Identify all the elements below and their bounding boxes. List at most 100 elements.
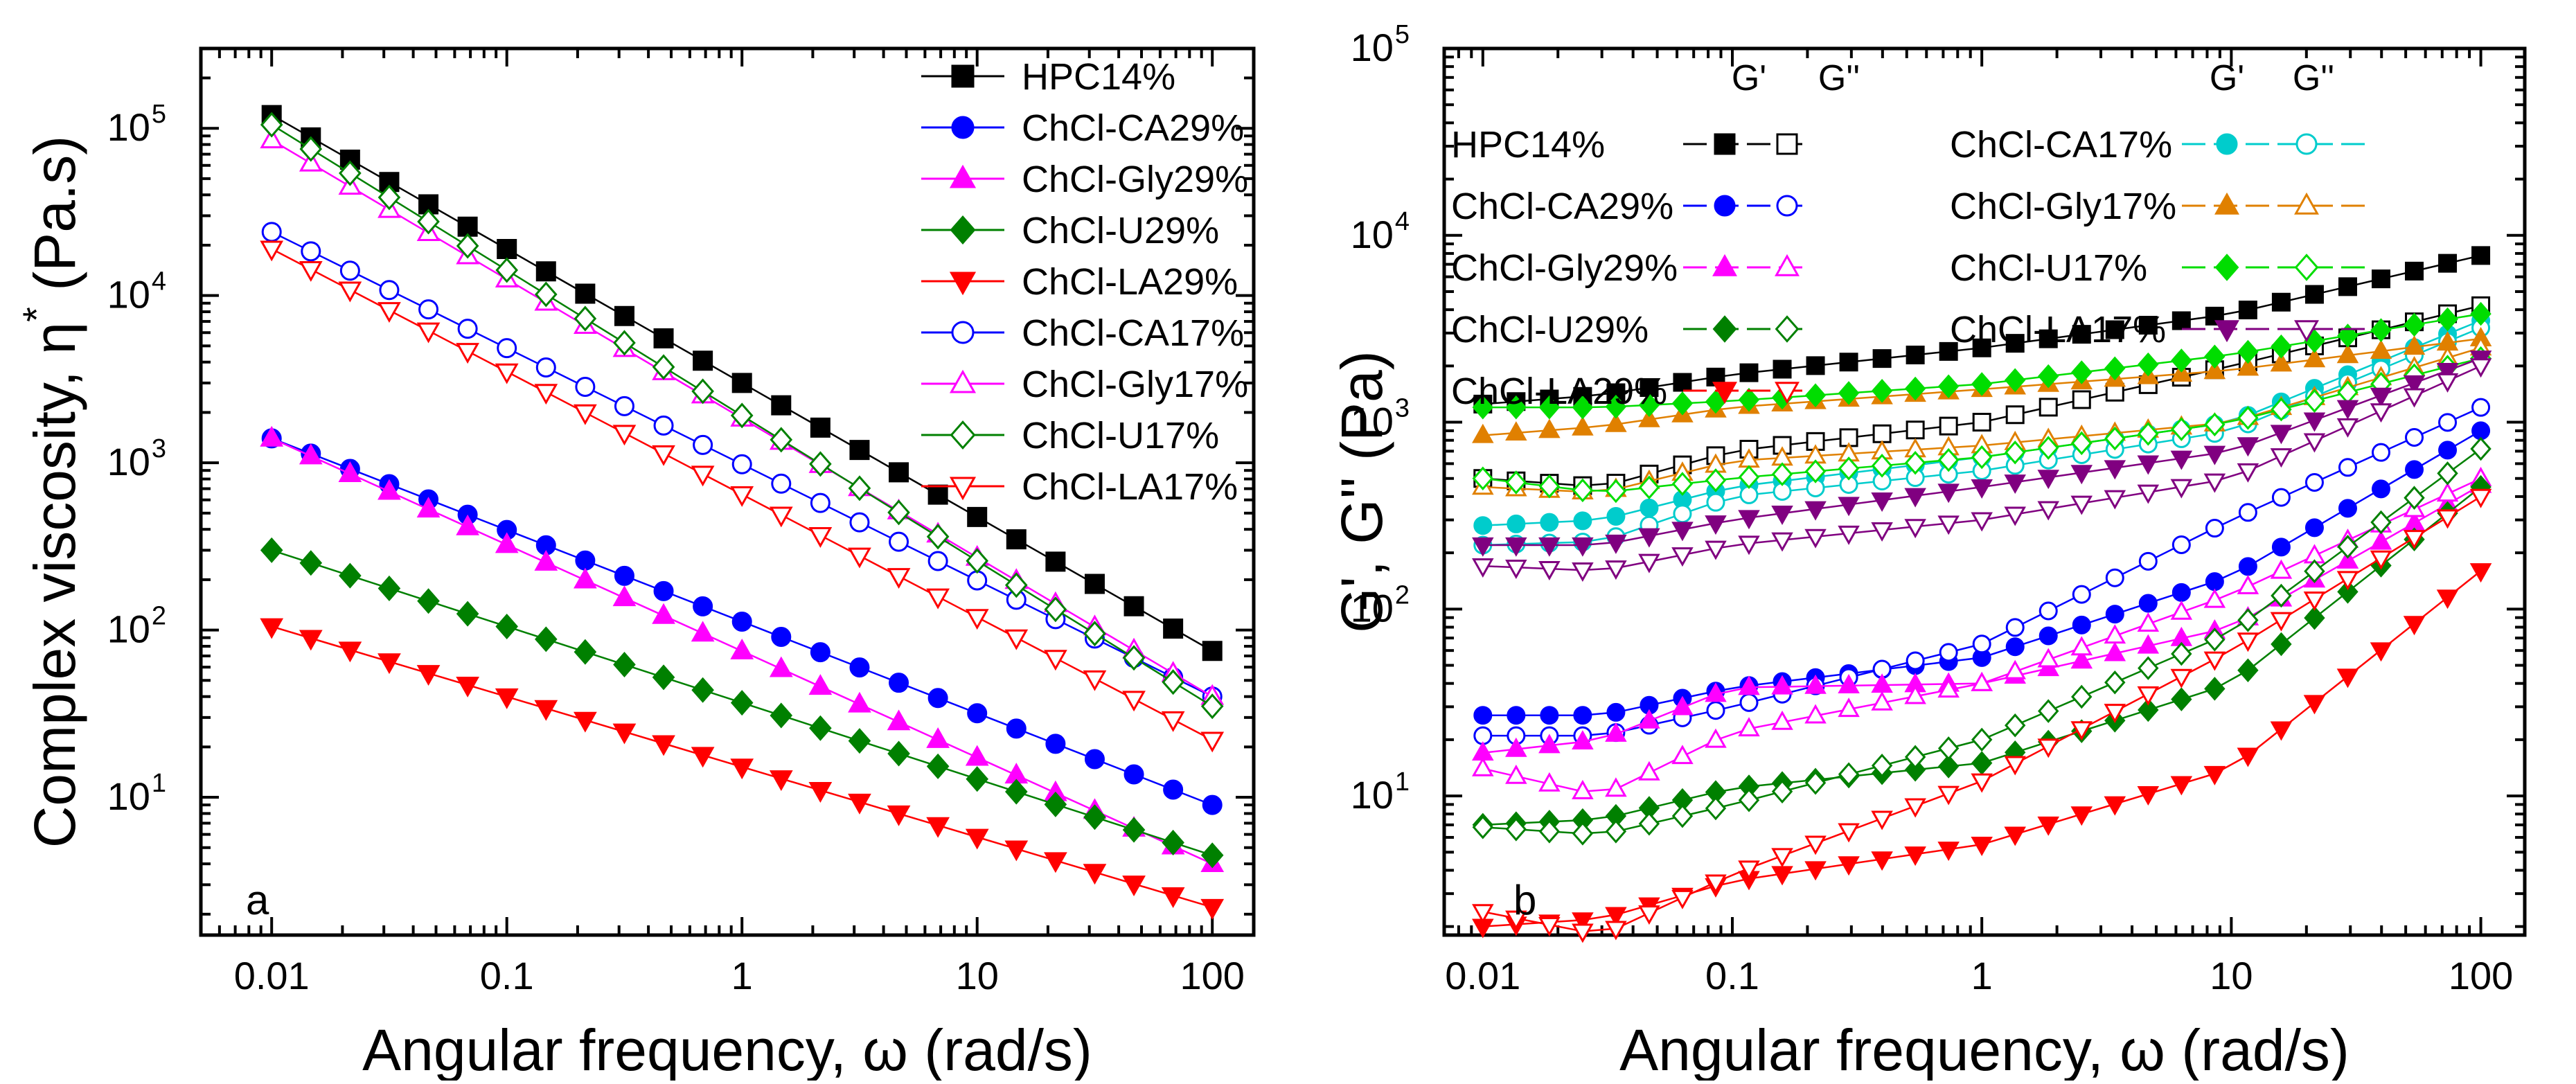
panel-b-point-chcl-la17-gp bbox=[2436, 362, 2459, 382]
panel-b-point-chcl-la17-gpp bbox=[2403, 388, 2426, 408]
panel-b-point-chcl-la29-gpp bbox=[1505, 910, 1527, 930]
panel-a-point-chcl-la17 bbox=[612, 425, 637, 446]
panel-b-point-hpc14-gp bbox=[1839, 353, 1858, 372]
panel-b-point-chcl-la29-gpp bbox=[1705, 874, 1727, 894]
panel-b-point-chcl-gly17-gp bbox=[2370, 339, 2392, 359]
panel-a-point-chcl-u29 bbox=[730, 690, 754, 716]
panel-a-point-chcl-u29 bbox=[770, 702, 793, 729]
panel-b-point-chcl-gly29-gp bbox=[2104, 641, 2126, 661]
panel-b-point-chcl-u29-gpp bbox=[1838, 762, 1860, 787]
panel-b-point-chcl-u29-gp bbox=[2304, 605, 2325, 630]
panel-a-annotation: a bbox=[246, 877, 269, 923]
panel-b-point-chcl-la29-gpp bbox=[1638, 905, 1660, 925]
panel-a-point-chcl-la17 bbox=[534, 384, 558, 405]
panel-b-point-chcl-la29-gp bbox=[1971, 837, 1993, 856]
panel-a-point-chcl-u17 bbox=[730, 402, 754, 429]
panel-a-y-tick-label: 101 bbox=[107, 769, 166, 818]
panel-a-point-chcl-ca17 bbox=[731, 454, 752, 474]
panel-b-point-chcl-la17-gp bbox=[1804, 501, 1827, 521]
panel-b-point-chcl-ca29-gp bbox=[2471, 421, 2491, 441]
panel-b-point-chcl-la29-gpp bbox=[1472, 904, 1494, 924]
panel-b-point-chcl-la17-gpp bbox=[1738, 535, 1760, 556]
panel-b-point-chcl-la17-gpp bbox=[2203, 473, 2226, 493]
panel-b-series-chcl-u17-loss bbox=[1472, 346, 2491, 504]
panel-b-point-chcl-la29-gpp bbox=[2004, 756, 2026, 776]
panel-b-point-chcl-la17-gp bbox=[2270, 425, 2293, 445]
panel-b-point-chcl-u17-gp bbox=[2204, 344, 2226, 369]
panel-a-point-chcl-la29 bbox=[1122, 876, 1146, 897]
panel-b-point-chcl-u17-gpp bbox=[1971, 445, 1993, 470]
panel-b-point-chcl-u17-gp bbox=[1838, 381, 1860, 405]
panel-b-point-chcl-u29-gpp bbox=[1937, 736, 1960, 761]
panel-a-point-chcl-u29 bbox=[1162, 829, 1184, 855]
panel-b-point-chcl-u29-gpp bbox=[1771, 779, 1793, 804]
panel-b-point-chcl-u17-gp bbox=[2370, 318, 2392, 342]
panel-a-point-chcl-la17 bbox=[769, 506, 793, 528]
panel-b-point-chcl-u29-gpp bbox=[1505, 817, 1527, 842]
panel-b-point-chcl-gly17-gp bbox=[1638, 407, 1660, 427]
panel-a-point-chcl-la29 bbox=[377, 653, 401, 675]
panel-b-point-chcl-la29-gp bbox=[2170, 776, 2193, 796]
panel-b-legend-item-chcl-u17: ChCl-U17% bbox=[1950, 247, 2369, 289]
panel-b-point-chcl-u29-gpp bbox=[2370, 510, 2392, 535]
panel-a-point-chcl-la29 bbox=[1161, 887, 1185, 908]
panel-b-point-chcl-la17-gpp bbox=[2070, 495, 2093, 515]
panel-a-legend-item-chcl-ca17: ChCl-CA17% bbox=[921, 312, 1244, 354]
panel-b-point-chcl-ca29-gp bbox=[2138, 594, 2158, 613]
panel-a-point-chcl-la29 bbox=[848, 793, 871, 815]
panel-a-point-chcl-ca17 bbox=[771, 473, 792, 494]
panel-b-point-chcl-ca17-gp bbox=[1473, 516, 1493, 535]
panel-b-point-chcl-u17-gp bbox=[1472, 395, 1493, 420]
panel-b-point-hpc14-gpp bbox=[1939, 416, 1958, 436]
panel-b-point-chcl-la17-gp bbox=[1971, 479, 1993, 499]
panel-b-point-chcl-gly29-gpp bbox=[2137, 612, 2160, 632]
panel-a-point-chcl-u29 bbox=[574, 639, 597, 665]
panel-b-point-chcl-la17-gpp bbox=[1472, 558, 1494, 578]
panel-a-point-hpc14 bbox=[1202, 641, 1223, 661]
panel-b-point-chcl-ca29-gp bbox=[2371, 479, 2390, 499]
panel-b-point-chcl-gly29-gpp bbox=[1671, 745, 1694, 765]
panel-a-point-chcl-u17 bbox=[534, 281, 558, 308]
panel-a-series-chcl-u17 bbox=[260, 112, 1224, 720]
panel-b-legend-marker-loss-chcl-gly29 bbox=[1775, 254, 1800, 276]
panel-b-point-chcl-u29-gpp bbox=[2437, 461, 2458, 486]
panel-a-point-chcl-u29 bbox=[1200, 842, 1224, 869]
panel-b-point-chcl-la29-gp bbox=[2004, 826, 2026, 846]
panel-a-point-chcl-la17 bbox=[495, 363, 519, 384]
panel-b-point-chcl-ca17-gp bbox=[1540, 513, 1559, 532]
panel-b-point-chcl-u17-gp bbox=[2171, 348, 2192, 373]
panel-b-point-hpc14-gpp bbox=[2005, 405, 2025, 425]
panel-a-point-chcl-la17 bbox=[887, 568, 911, 589]
panel-a-point-chcl-ca29 bbox=[927, 688, 948, 709]
panel-b-point-hpc14-gpp bbox=[1872, 424, 1892, 443]
panel-b-point-chcl-ca29-gp bbox=[2005, 637, 2025, 657]
panel-b-y-tick-label: 105 bbox=[1351, 20, 1410, 69]
panel-a-y-tick-exponent: 4 bbox=[152, 267, 166, 296]
panel-b-legend-marker-loss-chcl-u29 bbox=[1775, 315, 1800, 343]
panel-b-point-chcl-gly29-gpp bbox=[2270, 559, 2293, 579]
panel-b-point-chcl-u29-gp bbox=[2138, 698, 2159, 722]
panel-b-point-chcl-u29-gpp bbox=[2204, 628, 2226, 652]
panel-a-point-chcl-la17 bbox=[416, 322, 441, 344]
panel-a-point-chcl-gly29 bbox=[926, 727, 950, 748]
panel-b-y-tick-exponent: 5 bbox=[1395, 20, 1410, 49]
panel-b-point-chcl-u17-gp bbox=[2237, 339, 2259, 364]
panel-b-point-chcl-la29-gp bbox=[1804, 861, 1827, 881]
panel-a-point-chcl-ca29 bbox=[889, 673, 909, 693]
panel-b-point-chcl-la29-gpp bbox=[1572, 923, 1594, 943]
panel-b-point-chcl-u29-gp bbox=[2337, 580, 2359, 604]
panel-b-point-chcl-la17-gp bbox=[2104, 460, 2126, 480]
panel-b-point-chcl-ca29-gpp bbox=[2271, 488, 2291, 507]
panel-a-point-chcl-la29 bbox=[887, 805, 911, 826]
panel-b-point-chcl-la17-gp bbox=[2037, 470, 2060, 490]
panel-a-point-chcl-u17 bbox=[926, 524, 950, 550]
panel-b-point-chcl-u29-gpp bbox=[1804, 770, 1827, 795]
panel-b-point-chcl-u29-gpp bbox=[2171, 641, 2192, 666]
panel-b-point-chcl-gly29-gp bbox=[1505, 737, 1527, 757]
panel-b-point-chcl-u17-gp bbox=[1738, 387, 1760, 412]
panel-a-point-chcl-gly29 bbox=[338, 461, 362, 482]
panel-a-point-hpc14 bbox=[614, 305, 634, 326]
panel-a-point-chcl-gly29 bbox=[691, 621, 715, 642]
panel-b-point-chcl-u17-gpp bbox=[1638, 475, 1660, 500]
